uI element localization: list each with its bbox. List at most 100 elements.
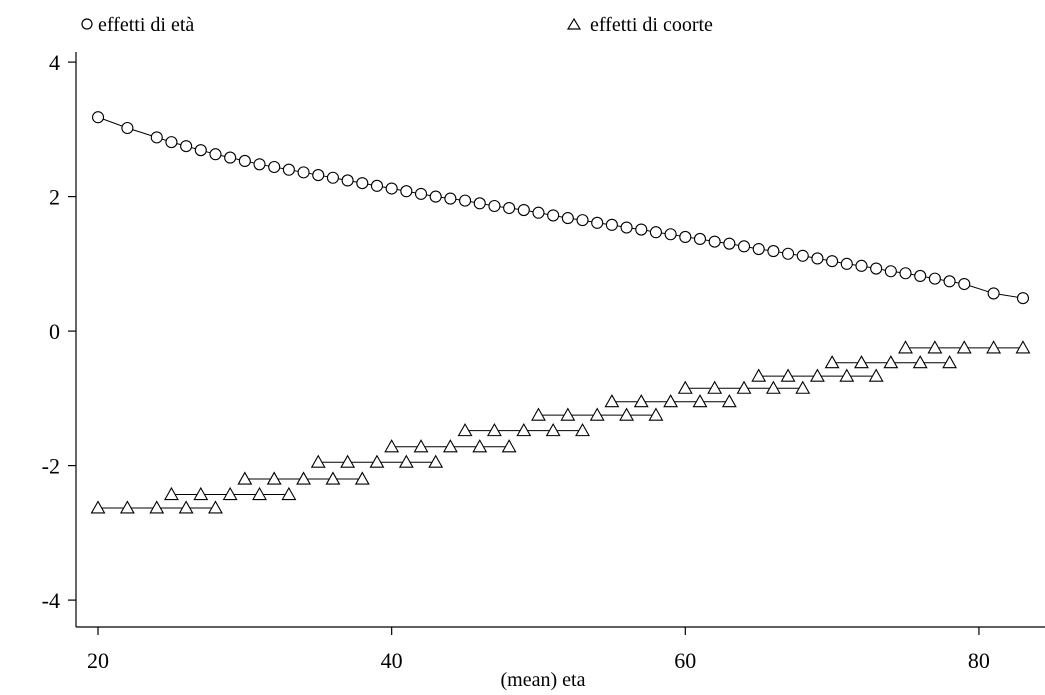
age-effect-point	[547, 209, 560, 222]
age-effect-point	[649, 226, 662, 239]
cohort-effect-point	[765, 380, 781, 394]
cohort-effect-point	[413, 439, 429, 453]
y-tick-label: 2	[49, 185, 60, 210]
age-effect-point	[693, 232, 707, 246]
x-tick-label: 20	[87, 648, 109, 673]
age-effect-point	[209, 148, 222, 161]
x-ticks: 20 40 60 80	[87, 627, 990, 673]
legend-label-age: effetti di età	[98, 14, 194, 36]
age-effect-point	[370, 179, 384, 192]
cohort-effect-point	[545, 423, 561, 437]
cohort-effect-point	[927, 340, 943, 354]
cohort-effect-point	[633, 394, 649, 408]
cohort-effect-point	[648, 407, 664, 421]
age-effect-point	[958, 277, 971, 291]
cohort-effect-point	[883, 355, 899, 369]
age-effect-point	[194, 144, 207, 157]
y-tick-label: 0	[49, 319, 60, 344]
cohort-effect-point	[208, 500, 223, 514]
cohort-effect-point	[560, 407, 576, 421]
cohort-effect-point	[354, 471, 370, 485]
cohort-effect-point	[868, 368, 884, 382]
age-effect-point	[899, 267, 912, 280]
age-effect-point	[782, 247, 795, 260]
age-effect-point	[826, 255, 839, 268]
cohort-effect-point	[619, 407, 635, 421]
cohort-effect-point	[222, 486, 238, 501]
cohort-effect-point	[854, 355, 869, 369]
age-effect-point	[884, 265, 897, 278]
cohort-effect-point	[531, 407, 546, 421]
age-effect-point	[253, 158, 266, 171]
age-effect-point	[679, 230, 692, 243]
cohort-effect-point	[178, 500, 194, 514]
x-axis-label: (mean) eta	[501, 669, 586, 691]
cohort-effect-point	[692, 394, 708, 408]
axes: 420-2-4 20 40 60 80 (mean) eta	[42, 50, 1045, 691]
age-effect-point	[870, 262, 883, 275]
age-effect-point	[561, 212, 574, 225]
age-effect-point	[635, 223, 648, 236]
cohort-effect-point	[721, 394, 737, 408]
cohort-effect-point	[472, 439, 488, 453]
age-effect-point	[796, 249, 809, 262]
cohort-effect-point	[780, 368, 796, 382]
age-effect-point	[312, 169, 325, 182]
cohort-effect-point	[281, 486, 297, 501]
cohort-effect-point	[310, 454, 326, 468]
x-tick-label: 40	[381, 648, 403, 673]
cohort-effect-point	[942, 355, 958, 369]
age-effects-line	[97, 116, 1024, 299]
age-effect-point	[723, 237, 736, 250]
cohort-effect-point	[398, 454, 414, 468]
cohort-effect-point	[809, 368, 825, 382]
age-effect-point	[268, 160, 281, 174]
age-effect-point	[459, 194, 472, 207]
cohort-effect-point	[589, 407, 605, 421]
age-effect-point	[1016, 292, 1030, 305]
age-effect-point	[708, 235, 721, 248]
cohort-effect-point	[516, 423, 532, 437]
y-ticks: 4 2 0 -2 -4	[42, 50, 76, 613]
cohort-effect-point	[751, 368, 767, 382]
cohort-effect-point	[340, 454, 356, 468]
cohort-effect-point	[266, 471, 282, 485]
age-effect-point	[737, 240, 751, 253]
age-effect-point	[282, 163, 295, 176]
cohort-effect-point	[707, 380, 723, 394]
age-effect-point	[473, 197, 486, 210]
age-effect-point	[238, 154, 251, 167]
legend: effetti di età effetti di coorte	[81, 14, 713, 36]
cohort-effect-point	[501, 439, 517, 453]
cohort-effect-point	[119, 500, 135, 514]
age-effect-point	[855, 259, 868, 272]
cohort-effect-point	[986, 340, 1002, 354]
cohort-effect-point	[149, 500, 165, 514]
age-effect-point	[224, 151, 237, 164]
age-effect-point	[840, 257, 853, 270]
cohort-effect-point	[677, 380, 693, 394]
y-tick-label: 4	[49, 50, 60, 75]
age-effect-point	[341, 174, 354, 187]
cohort-effect-point	[252, 486, 267, 501]
age-effect-point	[488, 199, 501, 213]
series-cohort-effects	[90, 340, 1031, 514]
cohort-effect-point	[604, 394, 620, 408]
cohort-effect-point	[193, 486, 209, 501]
age-effect-point	[444, 192, 457, 205]
cohort-effect-point	[663, 394, 679, 408]
cohort-effect-point	[898, 340, 913, 354]
age-effect-point	[414, 187, 428, 200]
age-effect-point	[150, 131, 163, 144]
age-effect-point	[752, 242, 765, 256]
age-effect-point	[180, 140, 193, 153]
legend-triangle-marker	[566, 17, 582, 30]
x-tick-label: 60	[674, 648, 696, 673]
age-effect-point	[400, 185, 413, 198]
age-effect-point	[503, 201, 516, 215]
age-effect-point	[297, 166, 310, 179]
legend-label-cohort: effetti di coorte	[590, 14, 713, 36]
age-effect-point	[620, 221, 633, 234]
y-tick-label: -2	[42, 454, 60, 479]
age-effect-point	[767, 245, 780, 258]
